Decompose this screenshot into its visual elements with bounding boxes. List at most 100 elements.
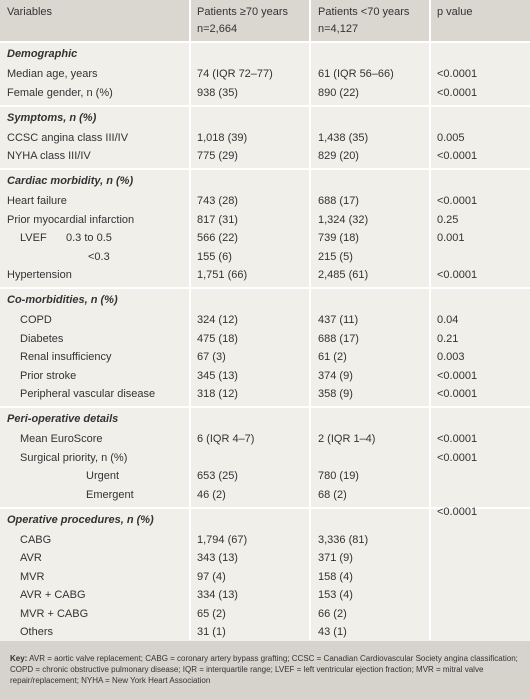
cell: 65 (2) [197,607,226,620]
row-label: Median age, years [7,68,98,80]
row-label: AVR + CABG [20,589,86,601]
row-label: <0.3 [88,250,110,263]
cell: 358 (9) [318,388,353,400]
cell: 66 (2) [318,607,347,620]
cell: 68 (2) [318,488,347,501]
key-label: Key: [10,654,28,663]
section-p-value: <0.0001 [437,505,478,518]
cell: 158 (4) [318,570,353,583]
section-title: Co-morbidities, n (%) [7,294,118,306]
cell: 475 (18) [197,332,238,345]
cell: 0.005 [437,131,465,144]
column-divider [189,0,191,640]
header-p-value: p value [437,6,473,18]
row-label: Mean EuroScore [20,433,103,445]
section-title: Symptoms, n (%) [7,111,97,124]
cell: 0.21 [437,332,459,345]
cell: 67 (3) [197,351,226,363]
cell: 938 (35) [197,86,238,99]
row-label: LVEF [20,232,47,244]
header-variables: Variables [7,6,53,18]
row-label: CCSC angina class III/IV [7,131,129,144]
row-label: MVR [20,570,45,583]
section-title: Operative procedures, n (%) [7,513,154,526]
row-label: Emergent [86,488,134,501]
section-divider [0,104,530,107]
cell: 0.25 [437,213,459,226]
cell: <0.0001 [437,68,478,80]
row-label: Prior stroke [20,369,77,382]
cell: 1,751 (66) [197,269,248,281]
key: Key: AVR = aortic valve replacement; CAB… [0,641,530,699]
cell: 2 (IQR 1–4) [318,433,376,445]
cell: 3,336 (81) [318,533,369,546]
cell: 215 (5) [318,250,353,263]
cell: 1,794 (67) [197,533,248,546]
cell: 6 (IQR 4–7) [197,433,255,445]
cell: <0.0001 [437,433,478,445]
row-label: Hypertension [7,269,72,281]
row-label: COPD [20,314,52,326]
cell: 2,485 (61) [318,269,369,281]
row-label: Peripheral vascular disease [20,388,156,400]
cell: 374 (9) [318,369,353,382]
row-label: Surgical priority, n (%) [20,451,128,464]
section-divider [0,168,530,170]
cell: 97 (4) [197,570,226,583]
cell: <0.0001 [437,388,478,400]
cell: 334 (13) [197,589,238,601]
cell: 437 (11) [318,314,359,326]
row-label: Urgent [86,470,120,482]
cell: <0.0001 [437,86,478,99]
cell: 61 (IQR 56–66) [318,68,394,80]
cell: <0.0001 [437,369,478,382]
cell: 743 (28) [197,195,238,207]
column-divider [429,0,431,640]
cell: <0.0001 [437,195,478,207]
header-background [0,0,530,42]
cell: 43 (1) [318,626,347,638]
key-text: AVR = aortic valve replacement; CABG = c… [10,654,518,685]
section-divider [0,41,530,43]
row-label: Diabetes [20,332,64,345]
cell: 1,018 (39) [197,131,248,144]
header-group1-n: n=2,664 [197,23,238,35]
row-label: MVR + CABG [20,607,89,620]
section-divider [0,506,530,509]
cell: <0.0001 [437,451,478,464]
cell: 653 (25) [197,470,238,482]
cell: 739 (18) [318,232,359,244]
cell: 61 (2) [318,351,347,363]
section-title: Peri-operative details [7,413,119,425]
header-group1: Patients ≥70 years [197,6,289,18]
cell: <0.0001 [437,269,478,281]
cell: 345 (13) [197,369,238,382]
cell: 780 (19) [318,470,359,482]
cell: 343 (13) [197,552,238,564]
cell: <0.0001 [437,150,478,162]
cell: 775 (29) [197,150,238,162]
cell: 74 (IQR 72–77) [197,68,273,80]
section-title: Cardiac morbidity, n (%) [7,175,134,187]
cell: 0.001 [437,232,465,244]
cell: 817 (31) [197,213,238,226]
cell: 1,324 (32) [318,213,369,226]
cell: 1,438 (35) [318,131,369,144]
cell: 46 (2) [197,488,226,501]
cell: 0.04 [437,314,459,326]
row-label: NYHA class III/IV [7,150,91,162]
cell: 371 (9) [318,552,353,564]
row-label: Prior myocardial infarction [7,213,135,226]
cell: 31 (1) [197,626,226,638]
row-label: Female gender, n (%) [7,86,113,99]
row-label: AVR [20,552,42,564]
cell: 155 (6) [197,250,232,263]
row-label: Others [20,626,54,638]
cell: 318 (12) [197,388,238,400]
row-qualifier: 0.3 to 0.5 [66,232,112,244]
section-title: Demographic [7,48,78,60]
cell: 890 (22) [318,86,359,99]
cell: 829 (20) [318,150,359,162]
cell: 324 (12) [197,314,238,326]
